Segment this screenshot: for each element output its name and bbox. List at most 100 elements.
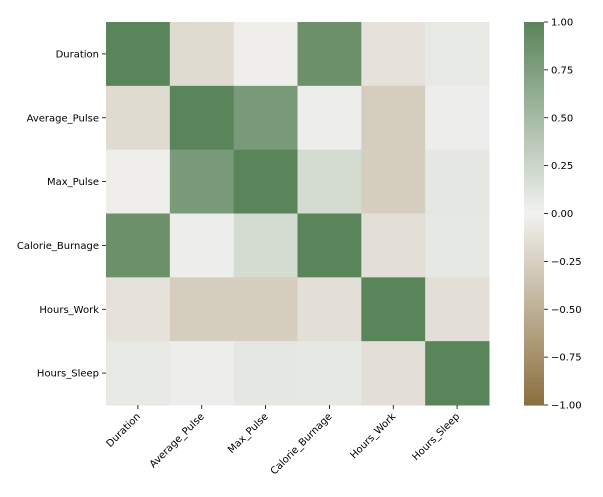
colorbar-segment	[524, 121, 544, 127]
colorbar-segment	[524, 305, 544, 310]
heatmap-cell	[233, 149, 298, 214]
colorbar-segment	[524, 144, 544, 149]
heatmap-cell	[361, 213, 426, 278]
colorbar-segment	[524, 33, 544, 38]
colorbar-segment	[524, 217, 544, 222]
heatmap-cell	[169, 277, 235, 342]
colorbar-segment	[524, 25, 544, 31]
colorbar-segment	[524, 205, 544, 211]
colorbar-segment	[524, 397, 544, 402]
colorbar-tick-label: 0.50	[551, 113, 573, 124]
colorbar-segment	[524, 385, 544, 391]
colorbar-segment	[524, 129, 544, 134]
colorbar-segment	[524, 332, 544, 337]
heatmap-cell	[297, 85, 362, 151]
colorbar-segment	[524, 286, 544, 291]
x-tick-label: Average_Pulse	[148, 411, 207, 470]
colorbar-segment	[524, 366, 544, 372]
colorbar-segment	[524, 136, 544, 142]
y-tick-label: Duration	[56, 49, 99, 60]
colorbar-segment	[524, 244, 544, 249]
heatmap-cell	[297, 22, 362, 87]
heatmap-cell	[106, 22, 171, 87]
colorbar-segment	[524, 328, 544, 333]
colorbar-segment	[524, 133, 544, 138]
colorbar-segment	[524, 75, 544, 81]
heatmap-cell	[233, 22, 298, 87]
heatmap-cell	[106, 341, 171, 406]
heatmap-cell	[425, 85, 490, 151]
colorbar-segment	[524, 175, 544, 180]
colorbar-segment	[524, 343, 544, 349]
colorbar-segment	[524, 186, 544, 192]
colorbar-segment	[524, 290, 544, 295]
colorbar-segment	[524, 83, 544, 88]
colorbar-segment	[524, 370, 544, 375]
colorbar-segment	[524, 60, 544, 65]
colorbar-segment	[524, 29, 544, 35]
colorbar-segment	[524, 378, 544, 383]
heatmap-cell	[169, 22, 235, 87]
heatmap-cell	[169, 341, 235, 406]
colorbar-segment	[524, 179, 544, 184]
colorbar-segment	[524, 117, 544, 123]
colorbar-tick-label: 0.00	[551, 209, 573, 220]
colorbar-segment	[524, 297, 544, 303]
heatmap-cell	[233, 277, 298, 342]
y-tick-label: Calorie_Burnage	[17, 241, 99, 252]
colorbar-segment	[524, 198, 544, 203]
colorbar-segment	[524, 190, 544, 195]
colorbar-segment	[524, 282, 544, 287]
colorbar-segment	[524, 37, 544, 42]
colorbar-segment	[524, 247, 544, 253]
colorbar-segment	[524, 251, 544, 257]
heatmap-cell	[425, 341, 490, 406]
colorbar-segment	[524, 98, 544, 104]
colorbar-segment	[524, 79, 544, 84]
colorbar-segment	[524, 359, 544, 364]
colorbar-segment	[524, 274, 544, 280]
colorbar-segment	[524, 106, 544, 111]
colorbar-segment	[524, 351, 544, 356]
heatmap-cell	[361, 149, 426, 214]
colorbar-segment	[524, 267, 544, 272]
colorbar-segment	[524, 202, 544, 207]
heatmap-cell	[106, 213, 171, 278]
heatmap-cell	[169, 213, 235, 278]
colorbar-segment	[524, 52, 544, 58]
colorbar-segment	[524, 293, 544, 299]
colorbar-segment	[524, 259, 544, 264]
colorbar-segment	[524, 339, 544, 345]
colorbar-tick-label: −0.50	[551, 305, 582, 316]
colorbar-segment	[524, 224, 544, 230]
colorbar-segment	[524, 102, 544, 107]
heatmap-cell	[361, 85, 426, 151]
heatmap-cell	[106, 277, 171, 342]
colorbar-segment	[524, 194, 544, 199]
heatmap-cell	[425, 213, 490, 278]
colorbar-segment	[524, 87, 544, 92]
colorbar-segment	[524, 320, 544, 326]
colorbar-segment	[524, 232, 544, 238]
colorbar-segment	[524, 71, 544, 77]
heatmap-cell	[425, 22, 490, 87]
heatmap-cell	[297, 149, 362, 214]
colorbar-segment	[524, 48, 544, 54]
colorbar-segment	[524, 110, 544, 115]
colorbar-segment	[524, 22, 544, 27]
colorbar-segment	[524, 125, 544, 130]
colorbar-segment	[524, 41, 544, 46]
heatmap-cell	[361, 277, 426, 342]
colorbar-segment	[524, 140, 544, 146]
colorbar-segment	[524, 209, 544, 215]
heatmap-cell	[361, 341, 426, 406]
colorbar-segment	[524, 324, 544, 329]
colorbar-segment	[524, 401, 544, 406]
colorbar-segment	[524, 152, 544, 157]
colorbar-segment	[524, 156, 544, 161]
y-tick-label: Max_Pulse	[47, 177, 99, 188]
colorbar-segment	[524, 94, 544, 100]
y-tick-label: Average_Pulse	[27, 113, 99, 124]
heatmap-cell	[425, 277, 490, 342]
